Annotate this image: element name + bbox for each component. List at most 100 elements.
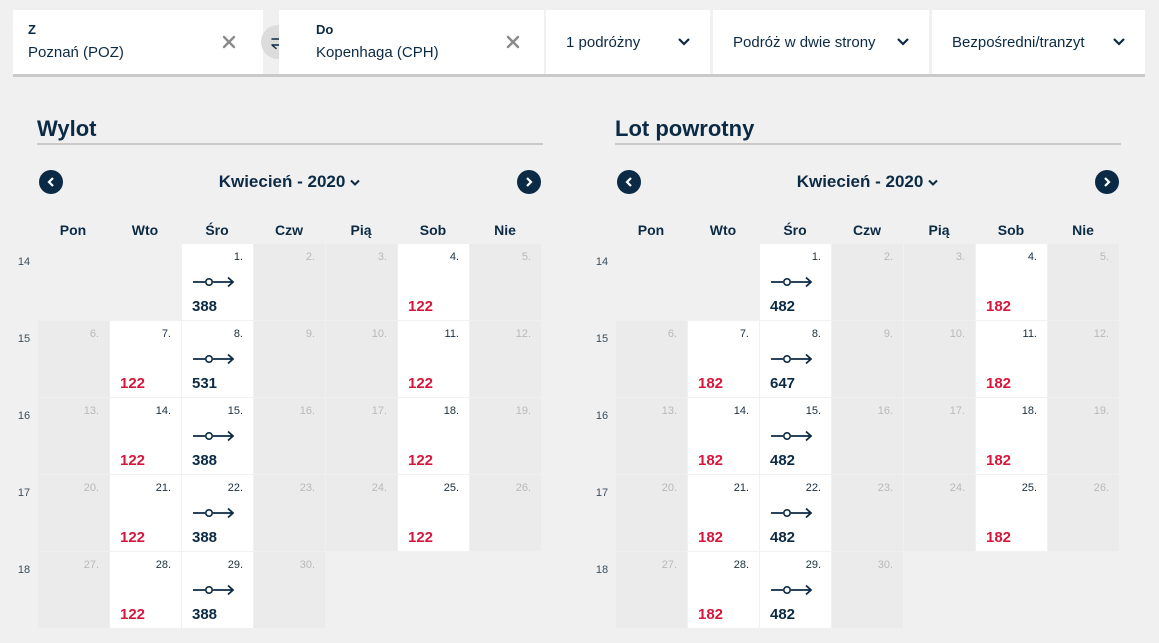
day-cell-available[interactable]: 7. 182 <box>688 321 759 397</box>
chevron-down-icon <box>350 179 361 186</box>
day-cell-available[interactable]: 29. 482 <box>760 552 831 628</box>
fare-price: 122 <box>408 452 434 469</box>
fare-price: 531 <box>192 375 218 392</box>
day-cell-available[interactable]: 15. 388 <box>182 398 253 474</box>
direct-flight-icon <box>193 276 235 288</box>
fare-price: 482 <box>770 606 796 623</box>
day-cell-available[interactable]: 15. 482 <box>760 398 831 474</box>
travelers-value: 1 podróżny <box>566 34 641 51</box>
week-number: 16 <box>17 410 31 422</box>
prev-month-button[interactable] <box>617 170 641 194</box>
destination-value[interactable]: Kopenhaga (CPH) <box>316 44 439 61</box>
day-cell-available[interactable]: 29. 388 <box>182 552 253 628</box>
day-number: 25. <box>443 482 459 494</box>
day-number: 18. <box>443 405 459 417</box>
day-cell-unavailable: 16. <box>832 398 903 474</box>
calendar-title: Wylot <box>37 116 97 141</box>
day-cell-available[interactable]: 25. 122 <box>398 475 469 551</box>
weekday-header: Nie <box>1072 222 1094 238</box>
day-number: 27. <box>83 559 99 571</box>
travelers-dropdown[interactable]: 1 podróżny <box>546 10 710 74</box>
day-number: 6. <box>89 328 99 340</box>
chevron-left-icon <box>47 177 54 187</box>
day-number: 15. <box>805 405 821 417</box>
day-cell-available[interactable]: 28. 122 <box>110 552 181 628</box>
day-cell-available[interactable]: 22. 482 <box>760 475 831 551</box>
day-cell-available[interactable]: 4. 122 <box>398 244 469 320</box>
clear-destination-icon[interactable] <box>505 34 521 50</box>
route-type-value: Bezpośredni/tranzyt <box>952 34 1085 51</box>
day-cell-unavailable: 5. <box>470 244 541 320</box>
fare-price: 122 <box>408 529 434 546</box>
day-cell-available[interactable]: 1. 388 <box>182 244 253 320</box>
month-selector[interactable]: Kwiecień - 2020 <box>37 170 543 194</box>
fare-price: 122 <box>120 529 146 546</box>
origin-field[interactable]: Z Poznań (POZ) <box>13 10 263 74</box>
day-cell-available[interactable]: 14. 122 <box>110 398 181 474</box>
day-number: 14. <box>733 405 749 417</box>
day-cell-available[interactable]: 22. 388 <box>182 475 253 551</box>
day-cell-available[interactable]: 21. 182 <box>688 475 759 551</box>
day-number: 13. <box>661 405 677 417</box>
fare-price: 122 <box>408 298 434 315</box>
day-number: 12. <box>1093 328 1109 340</box>
day-cell-available[interactable]: 7. 122 <box>110 321 181 397</box>
day-cell-available[interactable]: 21. 122 <box>110 475 181 551</box>
prev-month-button[interactable] <box>39 170 63 194</box>
day-cell-available[interactable]: 11. 182 <box>976 321 1047 397</box>
day-cell-available[interactable]: 8. 647 <box>760 321 831 397</box>
day-number: 11. <box>1022 328 1037 340</box>
trip-type-value: Podróż w dwie strony <box>733 34 876 51</box>
day-number: 17. <box>949 405 965 417</box>
day-number: 24. <box>949 482 965 494</box>
next-month-button[interactable] <box>517 170 541 194</box>
day-cell-unavailable: 20. <box>616 475 687 551</box>
day-number: 8. <box>233 328 243 340</box>
day-cell-unavailable: 6. <box>38 321 109 397</box>
day-number: 19. <box>1093 405 1109 417</box>
fare-price: 388 <box>192 298 218 315</box>
fare-price: 182 <box>698 452 724 469</box>
week-number: 14 <box>595 256 609 268</box>
day-cell-unavailable: 26. <box>470 475 541 551</box>
day-cell-available[interactable]: 14. 182 <box>688 398 759 474</box>
title-divider <box>37 143 543 145</box>
day-cell-available[interactable]: 28. 182 <box>688 552 759 628</box>
destination-field[interactable]: Do Kopenhaga (CPH) <box>279 10 544 74</box>
clear-origin-icon[interactable] <box>221 34 237 50</box>
day-number: 19. <box>515 405 531 417</box>
fare-price: 182 <box>698 529 724 546</box>
weekday-header: Wto <box>131 222 159 238</box>
day-cell-available[interactable]: 8. 531 <box>182 321 253 397</box>
day-number: 10. <box>949 328 965 340</box>
day-number: 16. <box>877 405 893 417</box>
origin-value[interactable]: Poznań (POZ) <box>28 44 124 61</box>
trip-type-dropdown[interactable]: Podróż w dwie strony <box>713 10 929 74</box>
direct-flight-icon <box>193 584 235 596</box>
month-selector[interactable]: Kwiecień - 2020 <box>615 170 1121 194</box>
day-cell-available[interactable]: 18. 122 <box>398 398 469 474</box>
month-label: Kwiecień - 2020 <box>796 172 924 191</box>
direct-flight-icon <box>771 507 813 519</box>
week-number: 17 <box>595 487 609 499</box>
day-cell-available[interactable]: 25. 182 <box>976 475 1047 551</box>
day-number: 30. <box>299 559 315 571</box>
fare-price: 482 <box>770 529 796 546</box>
day-cell-available[interactable]: 4. 182 <box>976 244 1047 320</box>
day-cell-available[interactable]: 18. 182 <box>976 398 1047 474</box>
day-number: 21. <box>733 482 749 494</box>
direct-flight-icon <box>771 584 813 596</box>
direct-flight-icon <box>771 276 813 288</box>
day-cell-unavailable: 2. <box>254 244 325 320</box>
fare-price: 388 <box>192 606 218 623</box>
week-number: 17 <box>17 487 31 499</box>
fare-price: 122 <box>408 375 434 392</box>
route-type-dropdown[interactable]: Bezpośredni/tranzyt <box>932 10 1145 74</box>
day-cell-available[interactable]: 11. 122 <box>398 321 469 397</box>
day-number: 22. <box>227 482 243 494</box>
fare-price: 482 <box>770 452 796 469</box>
next-month-button[interactable] <box>1095 170 1119 194</box>
day-cell-available[interactable]: 1. 482 <box>760 244 831 320</box>
weekday-header: Nie <box>494 222 516 238</box>
day-number: 21. <box>155 482 171 494</box>
